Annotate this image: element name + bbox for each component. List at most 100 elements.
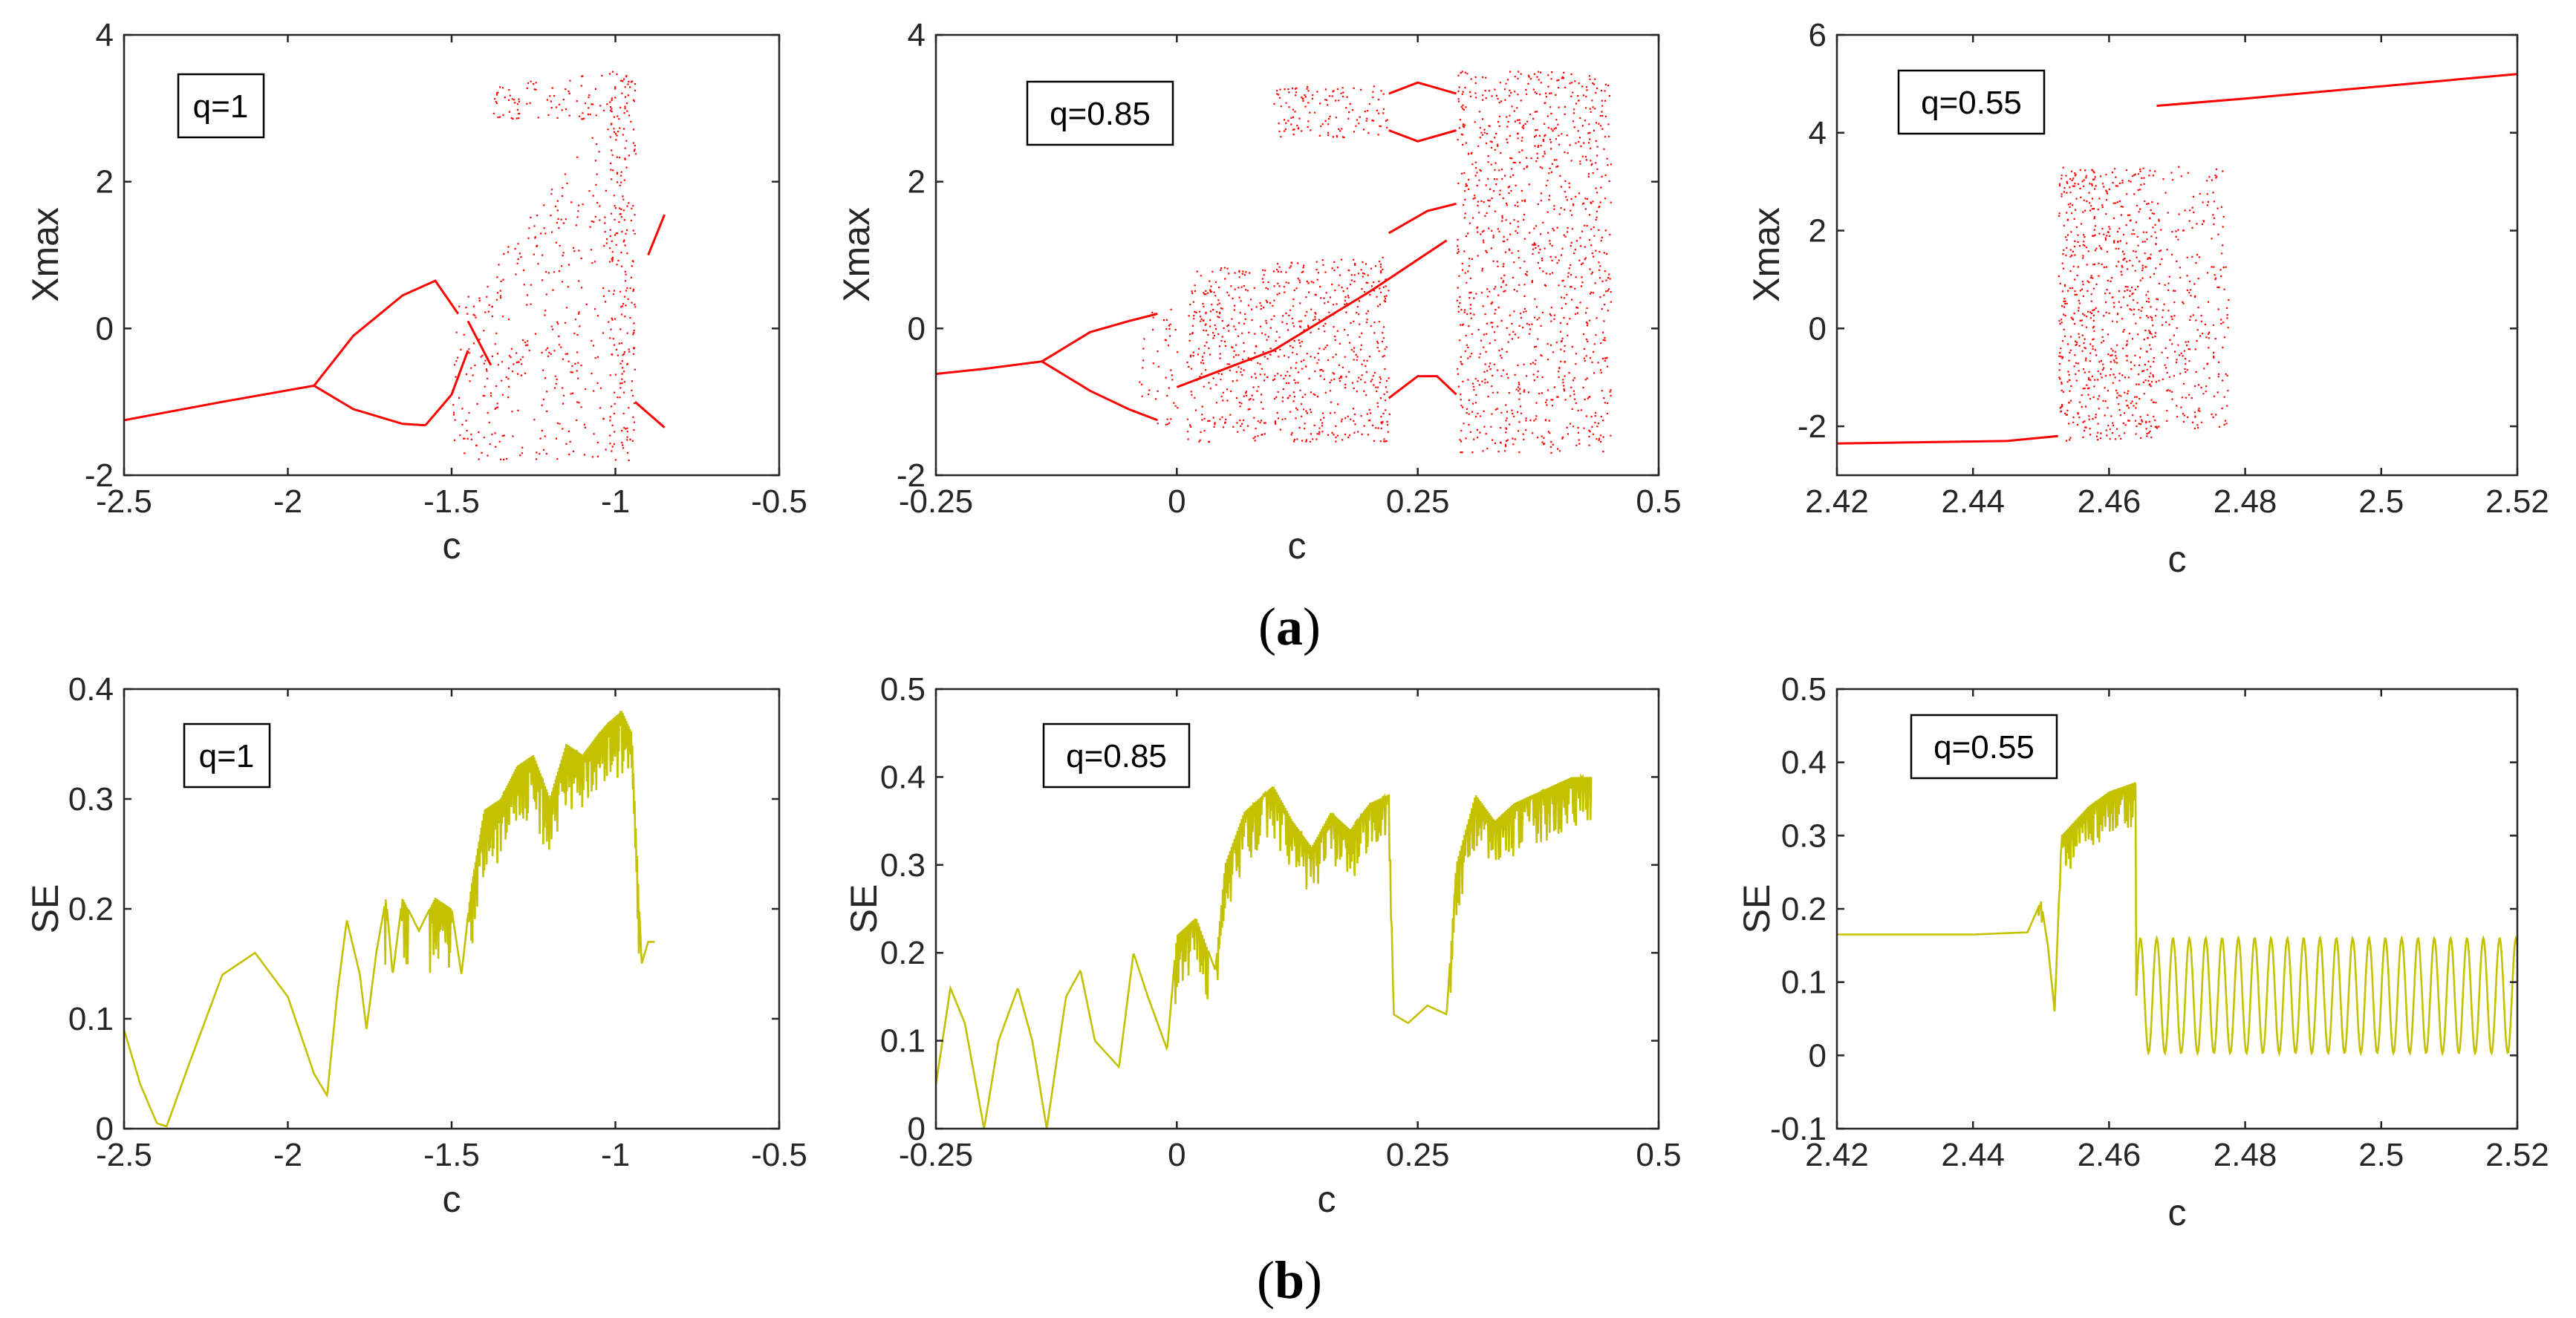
y-tick-label: 0 — [1809, 310, 1827, 347]
legend-label-a1: q=1 — [193, 88, 249, 125]
axes-box-b2 — [934, 688, 1660, 1130]
x-axis-label-a3: c — [2168, 538, 2187, 580]
x-tick-label: -2 — [273, 483, 302, 520]
y-tick-label: 4 — [908, 17, 926, 53]
chaotic-band-12 — [1457, 71, 1610, 146]
x-tick-label: -1.5 — [423, 483, 480, 520]
x-tick-label: 0.25 — [1386, 1137, 1450, 1173]
bifurcation-branch-3 — [2156, 73, 2517, 107]
x-tick-label: -1 — [601, 1137, 630, 1173]
chaotic-band-4 — [1186, 256, 1391, 443]
chaotic-band-8 — [1273, 85, 1388, 139]
x-tick-label: 2.5 — [2358, 1137, 2404, 1173]
x-tick-label: 0 — [1168, 483, 1185, 520]
x-tick-label: -0.5 — [751, 1137, 807, 1173]
x-tick-label: -1.5 — [423, 1137, 480, 1173]
x-axis-label-b3: c — [2168, 1192, 2187, 1233]
y-tick-label: 4 — [96, 17, 114, 53]
x-tick-label: 2.42 — [1805, 483, 1869, 520]
entropy-line — [1837, 782, 2517, 1057]
ticks-b3: 2.42 2.44 2.46 2.48 2.5 2.52 -0.1 0 0.1 0.2 0.3 0.4… — [1770, 671, 2549, 1173]
bifurcation-branch-1 — [1041, 313, 1158, 363]
y-tick-label: -2 — [1798, 408, 1827, 445]
legend-box-a2 — [1026, 80, 1174, 146]
entropy-line — [936, 773, 1593, 1129]
y-tick-label: 0 — [96, 310, 114, 347]
y-tick-label: 6 — [1809, 17, 1827, 53]
y-tick-label: 0 — [96, 1111, 114, 1147]
chaotic-band-2 — [2156, 166, 2230, 430]
y-tick-label: 0 — [1809, 1037, 1827, 1074]
y-tick-label: -2 — [897, 457, 926, 494]
x-tick-label: 2.52 — [2485, 483, 2549, 520]
panel-a3: 2.42 2.44 2.46 2.48 2.5 2.52 -2 0 2 4 6 q=0.55 c X… — [1746, 17, 2549, 580]
chaotic-band-6 — [608, 83, 637, 461]
bifurcation-branch-9 — [1388, 81, 1457, 95]
axes-box-a2 — [934, 33, 1660, 477]
y-tick-label: 0 — [908, 1111, 926, 1147]
chaotic-band-11 — [1456, 144, 1613, 454]
legend-box-b1 — [183, 722, 271, 789]
y-tick-label: 0.3 — [68, 781, 114, 818]
legend-box-b2 — [1042, 722, 1191, 789]
y-axis-label-b3: SE — [1736, 884, 1777, 934]
legend-label-b2: q=0.85 — [1066, 738, 1167, 774]
entropy-plot-b2 — [936, 773, 1593, 1129]
y-tick-label: 0.2 — [880, 935, 926, 971]
x-tick-label: -0.25 — [899, 483, 973, 520]
x-tick-label: 2.48 — [2214, 1137, 2277, 1173]
legend-box-a1 — [177, 73, 265, 139]
legend-box-a3 — [1897, 69, 2046, 135]
y-tick-label: 0.3 — [880, 847, 926, 884]
x-axis-label-b2: c — [1318, 1178, 1336, 1220]
x-tick-label: 2.46 — [2078, 1137, 2141, 1173]
bifurcation-branch-2 — [313, 385, 426, 427]
bifurcation-branch-6 — [1176, 239, 1448, 388]
x-tick-label: 0.25 — [1386, 483, 1450, 520]
y-tick-label: 0.5 — [1781, 671, 1827, 708]
x-tick-label: 0 — [1168, 1137, 1185, 1173]
y-axis-label-a3: Xmax — [1746, 207, 1787, 302]
y-tick-label: 0.1 — [68, 1001, 114, 1037]
entropy-plot-b1 — [124, 711, 655, 1128]
x-tick-label: 2.44 — [1941, 483, 2005, 520]
y-tick-label: -0.1 — [1770, 1111, 1827, 1147]
panel-b3: 2.42 2.44 2.46 2.48 2.5 2.52 -0.1 0 0.1 0.2 0.3 0.4… — [1736, 671, 2549, 1233]
y-axis-label-b1: SE — [25, 884, 66, 934]
y-tick-label: 0.3 — [1781, 818, 1827, 854]
y-tick-label: 0.2 — [68, 891, 114, 927]
y-tick-label: 2 — [96, 164, 114, 200]
ticks-a3: 2.42 2.44 2.46 2.48 2.5 2.52 -2 0 2 4 6 — [1798, 17, 2549, 520]
legend-label-b1: q=1 — [199, 738, 255, 774]
y-tick-label: 2 — [908, 164, 926, 200]
caption-b: (b) — [1257, 1250, 1322, 1310]
chaotic-band-7 — [492, 71, 635, 120]
y-tick-label: 0.1 — [880, 1023, 926, 1060]
legend-box-b3 — [1910, 714, 2058, 780]
x-tick-label: -0.5 — [751, 483, 807, 520]
x-tick-label: -2 — [273, 1137, 302, 1173]
entropy-line — [124, 711, 655, 1128]
bifurcation-branch-0 — [124, 384, 315, 422]
legend-label-a3: q=0.55 — [1921, 85, 2022, 121]
legend-label-a2: q=0.85 — [1050, 96, 1151, 132]
y-tick-label: 2 — [1809, 213, 1827, 249]
y-axis-label-a2: Xmax — [836, 207, 877, 302]
x-tick-label: 0.5 — [1636, 483, 1681, 520]
bifurcation-branch-1 — [313, 279, 460, 387]
bifurcation-branch-4 — [466, 320, 492, 366]
bifurcation-branch-2 — [1041, 360, 1158, 422]
y-tick-label: 0.4 — [880, 759, 926, 795]
x-tick-label: 0.5 — [1636, 1137, 1681, 1173]
chaotic-band-3 — [1139, 308, 1179, 425]
bifurcation-branch-10 — [1388, 129, 1457, 143]
panel-b2: -0.25 0 0.25 0.500.10.20.30.40.5 q=0.85 c S… — [843, 671, 1682, 1220]
x-tick-label: 2.48 — [2214, 483, 2277, 520]
x-tick-label: 2.52 — [2485, 1137, 2549, 1173]
ticks-a2: -0.25 0 0.25 0.5 -2 0 2 4 — [897, 17, 1682, 520]
x-axis-label-b1: c — [443, 1178, 461, 1220]
bifurcation-branch-5 — [1388, 202, 1457, 235]
